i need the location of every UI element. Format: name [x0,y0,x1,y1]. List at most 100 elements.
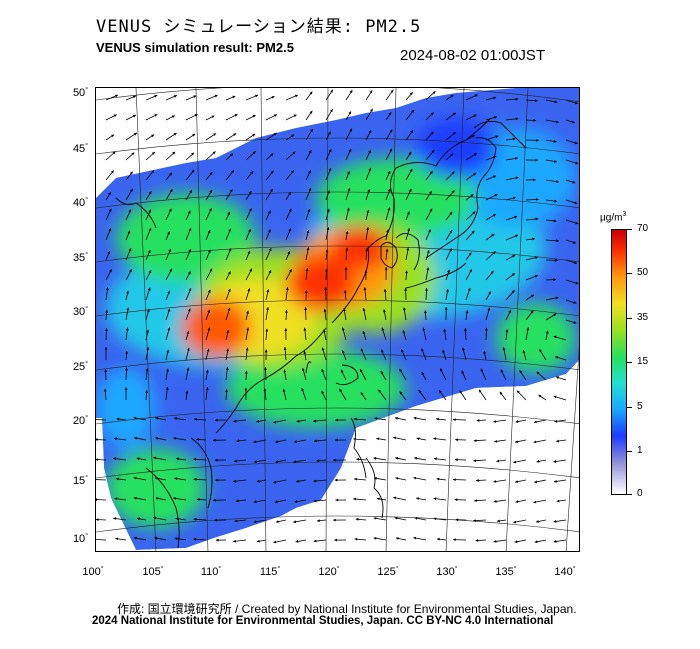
wind-arrow-head [396,537,399,540]
wind-arrow-head [173,95,177,98]
longitude-label: 100° [82,566,104,578]
wind-arrow-head [226,348,230,352]
wind-arrow-head [409,92,413,96]
wind-arrow-head [294,500,298,503]
wind-arrow-head [189,190,192,194]
wind-arrow-head [383,289,387,292]
wind-arrow-head [373,477,377,480]
wind-arrow-head [308,150,312,154]
wind-arrow-head [451,190,455,194]
wind-arrow-head [233,133,237,136]
wind-arrow-head [227,307,231,311]
wind-arrow-head [418,390,422,393]
wind-arrow-head [333,518,336,522]
wind-arrow-head [413,416,417,420]
wind-arrow-head [339,388,342,392]
wind-arrow-head [253,500,257,504]
wind-arrow-head [575,101,578,105]
wind-arrow-head [555,258,558,262]
wind-arrow-head [428,229,431,233]
wind-arrow-head [376,497,380,501]
latitude-label: 10° [72,533,88,545]
wind-arrow-head [147,250,151,254]
latitude-value: 10 [72,533,86,545]
wind-arrow-head [108,208,112,212]
wind-arrow-head [256,419,260,423]
wind-arrow-head [574,261,577,264]
wind-arrow-head [399,368,403,372]
wind-arrow-head [411,109,414,113]
wind-arrow-head [493,96,497,100]
wind-arrow-head [136,457,140,461]
wind-arrow-head [499,391,503,395]
latitude-label: 50° [72,87,88,99]
wind-arrow-head [439,390,442,394]
wind-arrow-head [414,516,418,520]
wind-arrow-head [348,149,352,152]
wind-arrow-head [437,537,440,541]
wind-arrow-head [512,137,516,141]
wind-arrow-head [449,211,453,215]
wind-arrow-head [153,516,157,520]
colorbar-tick-mark [627,273,632,274]
wind-arrow-head [483,351,487,354]
wind-arrow-head [574,201,578,205]
wind-arrow-head [365,248,369,251]
wind-arrow-head [407,228,411,231]
wind-arrow-head [133,476,137,480]
wind-arrow-head [167,327,171,331]
wind-arrow-head [534,275,538,278]
wind-arrow-head [321,390,325,394]
wind-arrow-head [249,268,252,272]
wind-arrow-head [330,109,333,113]
wind-arrow-head [442,349,445,353]
wind-arrow-head [453,538,456,542]
wind-arrow-head [444,307,448,310]
wind-arrow-head [468,252,472,256]
wind-arrow-head [447,269,450,273]
latitude-label: 20° [72,415,88,427]
wind-arrow-head [402,330,406,334]
wind-arrow-head [294,440,297,443]
wind-arrow-head [148,228,152,231]
wind-arrow-head [310,128,313,132]
wind-arrow-head [496,459,500,463]
wind-arrow-head [112,151,116,155]
wind-arrow-head [572,180,576,184]
wind-arrow-head [317,519,320,523]
wind-arrow-head [109,269,112,273]
wind-arrow-head [205,369,209,373]
longitude-label: 120° [318,566,340,578]
wind-arrow-head [517,390,520,394]
wind-arrow-head [556,376,559,380]
wind-arrow-head [265,328,269,332]
wind-arrow-head [473,459,476,463]
wind-arrow-head [533,440,537,444]
longitude-label: 105° [142,566,164,578]
wind-arrow-head [553,540,557,543]
wind-arrow-head [249,208,252,212]
wind-arrow-head [536,459,540,463]
wind-arrow-head [125,367,128,371]
longitude-value: 110 [200,566,219,578]
latitude-label: 40° [72,197,88,209]
latitude-label: 45° [72,143,88,155]
wind-arrow-head [148,209,151,213]
latitude-value: 35 [72,252,86,264]
wind-arrow-head [193,457,197,461]
wind-arrow-head [215,478,218,482]
latitude-value: 20 [72,415,86,427]
wind-arrow-head [231,170,234,174]
wind-arrow-head [533,500,537,504]
wind-arrow-head [475,539,479,542]
wind-arrow-head [431,150,435,153]
wind-arrow-head [166,349,170,353]
wind-arrow-head [471,230,475,234]
wind-arrow-head [414,456,417,460]
wind-arrow-head [213,438,216,442]
latitude-label: 15° [72,475,88,487]
wind-arrow-head [209,208,212,212]
wind-arrow-head [373,456,377,460]
wind-arrow-head [451,171,455,175]
wind-arrow-head [353,417,357,421]
